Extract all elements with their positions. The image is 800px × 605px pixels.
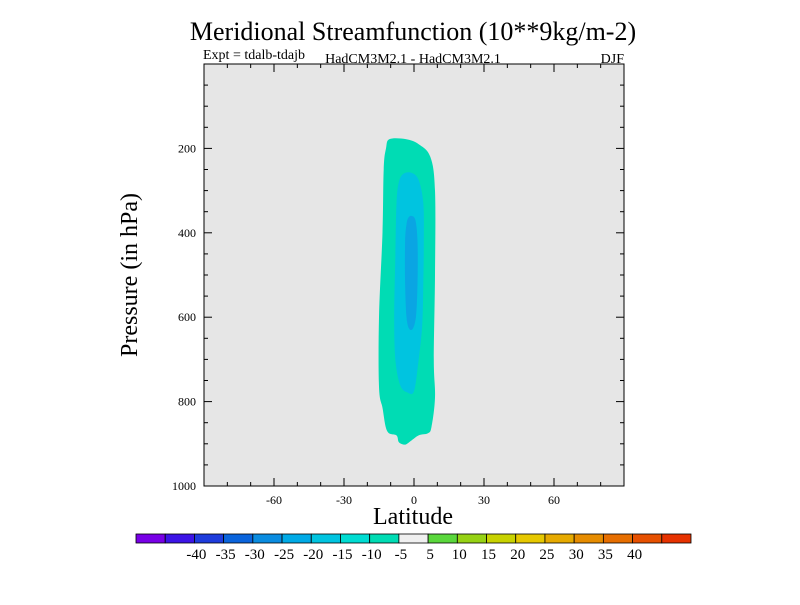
colorbar-label: -30 bbox=[245, 547, 265, 563]
colorbar-swatch bbox=[544, 533, 575, 544]
colorbar-swatch bbox=[632, 533, 663, 544]
y-tick-label: 1000 bbox=[172, 479, 196, 493]
x-tick-label: 0 bbox=[411, 493, 417, 507]
subtitle-experiment: Expt = tdalb-tdajb bbox=[203, 48, 305, 63]
y-tick-label: 400 bbox=[178, 226, 196, 240]
colorbar-label: -5 bbox=[395, 547, 408, 563]
colorbar-label: 40 bbox=[627, 547, 642, 563]
plot-frame bbox=[203, 63, 625, 487]
colorbar-label: -15 bbox=[333, 547, 353, 563]
colorbar-swatch bbox=[398, 533, 429, 544]
colorbar-swatch bbox=[310, 533, 341, 544]
contour-layer bbox=[378, 138, 436, 445]
chart-title: Meridional Streamfunction (10**9kg/m-2) bbox=[190, 17, 636, 46]
axes-layer: -60 -30 0 30 60 200 400 600 800 1000 bbox=[172, 64, 624, 507]
colorbar-swatch bbox=[456, 533, 487, 544]
x-axis-label: Latitude bbox=[373, 504, 453, 530]
colorbar-label: 10 bbox=[452, 547, 467, 563]
colorbar: -40 -35 -30 -25 -20 -15 -10 -5 5 10 15 20 25 30 35 40 bbox=[135, 533, 692, 563]
colorbar-label: 35 bbox=[598, 547, 613, 563]
colorbar-swatch bbox=[223, 533, 254, 544]
colorbar-label: -25 bbox=[274, 547, 294, 563]
colorbar-label: 15 bbox=[481, 547, 496, 563]
colorbar-label: 20 bbox=[510, 547, 525, 563]
colorbar-swatch bbox=[486, 533, 517, 544]
colorbar-swatch bbox=[194, 533, 225, 544]
subtitle-models: HadCM3M2.1 - HadCM3M2.1 bbox=[325, 52, 501, 67]
colorbar-swatch bbox=[135, 533, 166, 544]
y-tick-label: 200 bbox=[178, 141, 196, 155]
colorbar-swatch bbox=[164, 533, 195, 544]
colorbar-swatch bbox=[427, 533, 458, 544]
x-tick-label: 30 bbox=[478, 493, 490, 507]
x-tick-label: -30 bbox=[336, 493, 352, 507]
colorbar-label: -20 bbox=[303, 547, 323, 563]
colorbar-label: 25 bbox=[539, 547, 554, 563]
y-tick-label: 800 bbox=[178, 395, 196, 409]
colorbar-label: -35 bbox=[216, 547, 236, 563]
colorbar-swatch bbox=[573, 533, 604, 544]
colorbar-swatch bbox=[281, 533, 312, 544]
colorbar-swatch bbox=[661, 533, 692, 544]
colorbar-swatch bbox=[602, 533, 633, 544]
colorbar-swatch bbox=[252, 533, 283, 544]
colorbar-label: -40 bbox=[186, 547, 206, 563]
x-tick-label: -60 bbox=[266, 493, 282, 507]
x-tick-label: 60 bbox=[548, 493, 560, 507]
colorbar-label: -10 bbox=[362, 547, 382, 563]
y-tick-label: 600 bbox=[178, 310, 196, 324]
colorbar-label: 5 bbox=[426, 547, 434, 563]
colorbar-swatch bbox=[369, 533, 400, 544]
subtitle-season: DJF bbox=[601, 52, 625, 67]
contour-region-2 bbox=[404, 215, 418, 331]
y-axis-label: Pressure (in hPa) bbox=[117, 193, 143, 357]
colorbar-swatch bbox=[515, 533, 546, 544]
colorbar-swatch bbox=[340, 533, 371, 544]
colorbar-label: 30 bbox=[569, 547, 584, 563]
